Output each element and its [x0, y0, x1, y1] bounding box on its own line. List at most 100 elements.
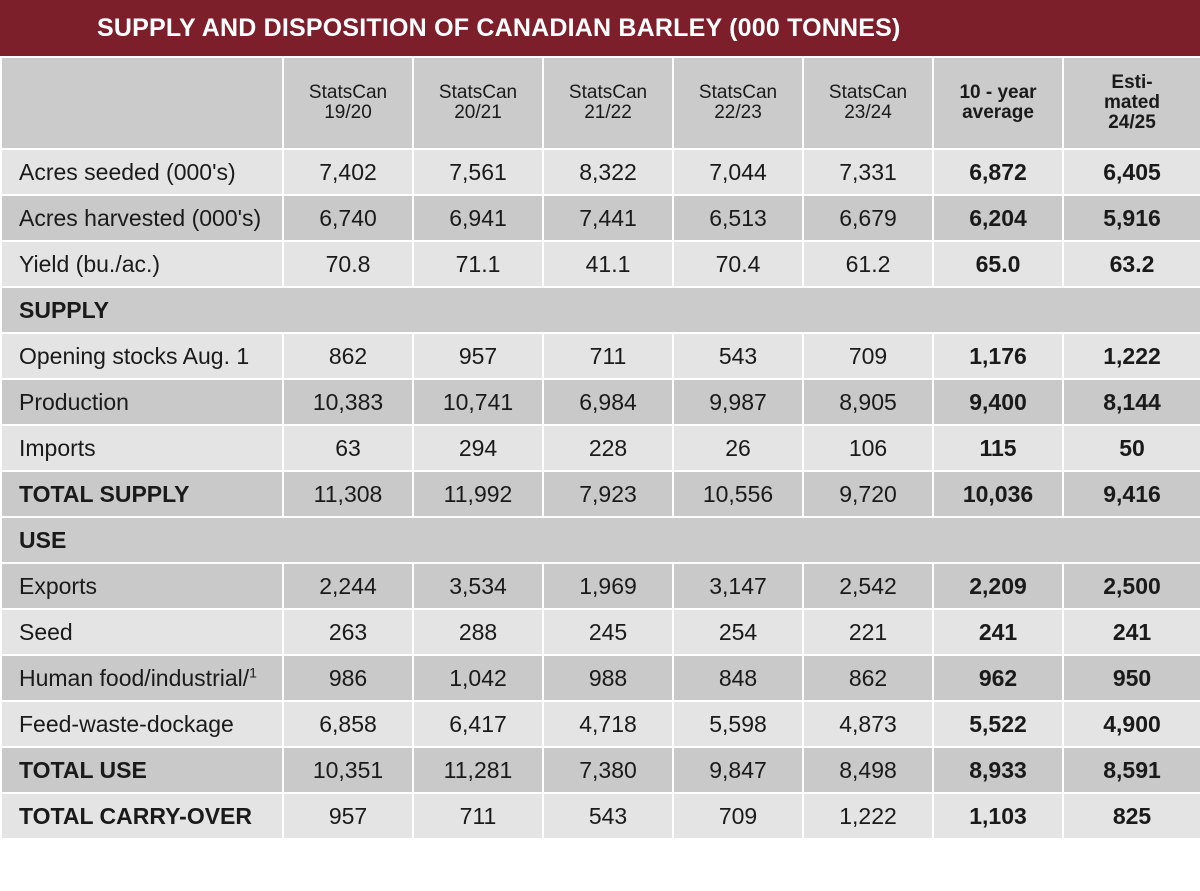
value-cell: 9,400 — [932, 378, 1064, 426]
barley-table: StatsCan 19/20 StatsCan 20/21 StatsCan 21/22 S… — [0, 56, 1200, 840]
section-label: SUPPLY — [0, 286, 1200, 334]
value-cell: 63 — [282, 424, 414, 472]
value-cell: 10,351 — [282, 746, 414, 794]
value-cell: 115 — [932, 424, 1064, 472]
value-cell: 1,103 — [932, 792, 1064, 840]
row-label-text: Acres seeded (000's) — [19, 158, 236, 185]
column-header: 10 - year average — [932, 56, 1064, 150]
value-cell: 1,222 — [1062, 332, 1200, 380]
value-cell: 63.2 — [1062, 240, 1200, 288]
value-cell: 294 — [412, 424, 544, 472]
row-label: TOTAL SUPPLY — [0, 470, 284, 518]
row-label: Production — [0, 378, 284, 426]
value-cell: 61.2 — [802, 240, 934, 288]
value-cell: 5,916 — [1062, 194, 1200, 242]
value-cell: 6,204 — [932, 194, 1064, 242]
value-cell: 711 — [412, 792, 544, 840]
value-cell: 7,380 — [542, 746, 674, 794]
table-row: Imports 63 294 228 26 106 115 50 — [0, 424, 1200, 472]
table-row: Acres harvested (000's) 6,740 6,941 7,441 6,… — [0, 194, 1200, 242]
column-header-line: 20/21 — [454, 102, 502, 123]
value-cell: 2,542 — [802, 562, 934, 610]
value-cell: 10,741 — [412, 378, 544, 426]
row-label: TOTAL CARRY-OVER — [0, 792, 284, 840]
value-cell: 6,679 — [802, 194, 934, 242]
row-label-text: TOTAL USE — [19, 756, 147, 783]
value-cell: 41.1 — [542, 240, 674, 288]
column-header-line: mated — [1104, 92, 1160, 113]
row-label-text: TOTAL SUPPLY — [19, 480, 190, 507]
value-cell: 8,498 — [802, 746, 934, 794]
value-cell: 7,441 — [542, 194, 674, 242]
value-cell: 10,383 — [282, 378, 414, 426]
value-cell: 543 — [672, 332, 804, 380]
value-cell: 263 — [282, 608, 414, 656]
header-blank-cell — [0, 56, 284, 150]
column-header-line: StatsCan — [308, 82, 388, 103]
value-cell: 709 — [802, 332, 934, 380]
table-row: Production 10,383 10,741 6,984 9,987 8,905 9,4… — [0, 378, 1200, 426]
value-cell: 988 — [542, 654, 674, 702]
column-header-line: StatsCan — [568, 82, 648, 103]
table-row: Yield (bu./ac.) 70.8 71.1 41.1 70.4 61.2 65.0 6… — [0, 240, 1200, 288]
value-cell: 2,244 — [282, 562, 414, 610]
value-cell: 709 — [672, 792, 804, 840]
column-header-line: 23/24 — [844, 102, 892, 123]
column-header: StatsCan 19/20 — [282, 56, 414, 150]
column-header-line: 21/22 — [584, 102, 632, 123]
value-cell: 6,872 — [932, 148, 1064, 196]
value-cell: 1,042 — [412, 654, 544, 702]
row-label: Imports — [0, 424, 284, 472]
value-cell: 8,144 — [1062, 378, 1200, 426]
value-cell: 950 — [1062, 654, 1200, 702]
column-header-line: 19/20 — [324, 102, 372, 123]
footnote-marker: 1 — [249, 663, 257, 680]
value-cell: 10,036 — [932, 470, 1064, 518]
value-cell: 6,941 — [412, 194, 544, 242]
value-cell: 962 — [932, 654, 1064, 702]
value-cell: 70.4 — [672, 240, 804, 288]
value-cell: 9,847 — [672, 746, 804, 794]
column-header-line: StatsCan — [828, 82, 908, 103]
value-cell: 6,513 — [672, 194, 804, 242]
column-header: StatsCan 20/21 — [412, 56, 544, 150]
value-cell: 8,933 — [932, 746, 1064, 794]
table-row: Opening stocks Aug. 1 862 957 711 543 709 1,17… — [0, 332, 1200, 380]
value-cell: 6,858 — [282, 700, 414, 748]
column-header-line: average — [962, 102, 1034, 123]
table-row: Seed 263 288 245 254 221 241 241 — [0, 608, 1200, 656]
value-cell: 7,331 — [802, 148, 934, 196]
column-header: StatsCan 22/23 — [672, 56, 804, 150]
table-row: TOTAL USE 10,351 11,281 7,380 9,847 8,498 8,93… — [0, 746, 1200, 794]
value-cell: 957 — [412, 332, 544, 380]
column-header-line: 24/25 — [1108, 112, 1156, 133]
column-header: StatsCan 21/22 — [542, 56, 674, 150]
value-cell: 26 — [672, 424, 804, 472]
value-cell: 221 — [802, 608, 934, 656]
value-cell: 6,984 — [542, 378, 674, 426]
column-header-line: StatsCan — [698, 82, 778, 103]
value-cell: 8,591 — [1062, 746, 1200, 794]
row-label: TOTAL USE — [0, 746, 284, 794]
value-cell: 65.0 — [932, 240, 1064, 288]
value-cell: 241 — [932, 608, 1064, 656]
value-cell: 8,905 — [802, 378, 934, 426]
value-cell: 288 — [412, 608, 544, 656]
value-cell: 2,209 — [932, 562, 1064, 610]
table-title: SUPPLY AND DISPOSITION OF CANADIAN BARLE… — [0, 0, 1200, 56]
row-label: Exports — [0, 562, 284, 610]
value-cell: 10,556 — [672, 470, 804, 518]
value-cell: 9,720 — [802, 470, 934, 518]
value-cell: 11,992 — [412, 470, 544, 518]
value-cell: 3,147 — [672, 562, 804, 610]
value-cell: 4,718 — [542, 700, 674, 748]
section-row: USE — [0, 516, 1200, 564]
table-row: TOTAL SUPPLY 11,308 11,992 7,923 10,556 9,720… — [0, 470, 1200, 518]
value-cell: 1,222 — [802, 792, 934, 840]
row-label-text: Feed-waste-dockage — [19, 710, 234, 737]
value-cell: 862 — [802, 654, 934, 702]
row-label-text: Yield (bu./ac.) — [19, 250, 161, 277]
row-label-text: Production — [19, 388, 129, 415]
row-label-text: TOTAL CARRY-OVER — [19, 802, 252, 829]
value-cell: 3,534 — [412, 562, 544, 610]
